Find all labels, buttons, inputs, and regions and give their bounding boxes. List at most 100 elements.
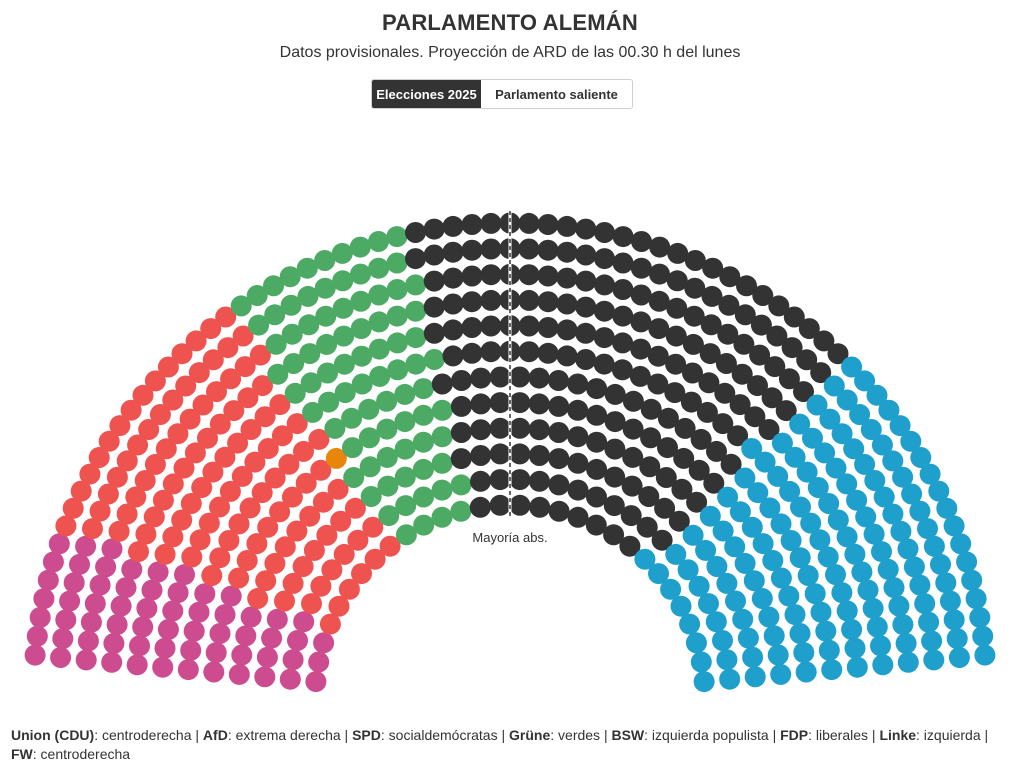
seat-union-cdu- [684, 250, 706, 271]
seat-afd [742, 646, 764, 668]
seat-union-cdu- [700, 314, 722, 336]
seat-union-cdu- [766, 325, 788, 347]
seat-linke [63, 572, 85, 594]
seat-afd [943, 609, 965, 631]
seat-union-cdu- [556, 215, 578, 237]
seat-union-cdu- [470, 445, 492, 466]
seat-spd [79, 463, 101, 485]
seat-afd [844, 637, 866, 659]
seat-spd [209, 496, 230, 518]
seat-union-cdu- [639, 456, 661, 478]
seat-linke [103, 632, 125, 654]
seat-union-cdu- [567, 399, 589, 421]
seat-union-cdu- [586, 378, 608, 400]
legend-item: SPD: socialdemócratas | [352, 727, 510, 743]
seat-union-cdu- [706, 440, 727, 462]
seat-union-cdu- [586, 431, 608, 453]
seat-spd [157, 356, 179, 378]
seat-afd [706, 556, 728, 577]
seat-linke [95, 556, 117, 578]
seat-afd [789, 413, 811, 435]
seat-afd [744, 666, 766, 688]
seat-union-cdu- [688, 459, 710, 481]
seat-afd [831, 423, 853, 445]
seat-gr-ne [412, 404, 434, 426]
seat-union-cdu- [690, 428, 712, 450]
seat-spd [228, 513, 250, 535]
seat-spd [247, 588, 269, 609]
seat-spd [143, 506, 165, 528]
seat-gr-ne [316, 333, 338, 355]
seat-union-cdu- [518, 289, 540, 311]
seat-gr-ne [350, 290, 372, 312]
seat-afd [734, 467, 756, 489]
seat-afd [771, 432, 793, 454]
seat-union-cdu- [664, 382, 686, 404]
seat-spd [246, 533, 268, 555]
seat-linke [287, 630, 308, 651]
seat-linke [101, 538, 123, 560]
seat-spd [328, 595, 350, 617]
seat-gr-ne [431, 479, 453, 501]
seat-afd [724, 536, 746, 558]
toggle-parlamento-saliente[interactable]: Parlamento saliente [481, 80, 632, 108]
seat-union-cdu- [585, 514, 607, 536]
seat-union-cdu- [575, 218, 597, 240]
toggle-elecciones-2025[interactable]: Elecciones 2025 [372, 80, 481, 108]
seat-spd [173, 457, 195, 479]
seat-afd [819, 408, 841, 430]
seat-afd [872, 654, 894, 676]
seat-union-cdu- [423, 296, 445, 318]
seat-linke [188, 601, 210, 623]
seat-afd [897, 538, 919, 560]
seat-afd [855, 506, 877, 528]
seat-union-cdu- [764, 356, 786, 378]
legend-item: Linke: izquierda | [879, 727, 989, 743]
seat-union-cdu- [649, 236, 671, 258]
seat-spd [154, 543, 176, 565]
seat-afd [767, 465, 789, 487]
seat-afd [860, 419, 882, 440]
seat-union-cdu- [528, 393, 550, 415]
seat-union-cdu- [686, 491, 708, 513]
seat-spd [223, 400, 245, 422]
seat-union-cdu- [405, 222, 426, 243]
seat-union-cdu- [518, 264, 540, 286]
seat-union-cdu- [509, 417, 531, 439]
seat-afd [873, 486, 895, 508]
seat-union-cdu- [647, 373, 669, 395]
seat-linke [282, 649, 304, 671]
seat-union-cdu- [461, 214, 483, 235]
seat-spd [188, 362, 210, 384]
seat-afd [827, 509, 849, 531]
seat-union-cdu- [537, 342, 559, 364]
seat-union-cdu- [509, 392, 531, 414]
seat-spd [227, 432, 249, 454]
seat-afd [793, 642, 815, 664]
seat-union-cdu- [629, 365, 651, 387]
seat-union-cdu- [442, 241, 464, 263]
seat-afd [810, 601, 832, 623]
seat-union-cdu- [548, 422, 570, 443]
party-legend: Union (CDU): centroderecha | AfD: extrem… [11, 726, 1001, 764]
seat-union-cdu- [489, 469, 511, 491]
seat-afd [809, 529, 831, 551]
seat-linke [177, 659, 199, 681]
seat-gr-ne [423, 349, 445, 370]
seat-afd [705, 611, 727, 633]
seat-afd [780, 530, 802, 551]
seat-ssw [325, 447, 347, 469]
seat-afd [779, 480, 801, 502]
seat-union-cdu- [548, 474, 570, 496]
seat-union-cdu- [611, 359, 633, 381]
seat-afd [849, 404, 871, 425]
seat-afd [679, 613, 701, 635]
seat-afd [725, 590, 746, 612]
seat-afd [909, 500, 931, 522]
view-toggle: Elecciones 2025 Parlamento saliente [371, 79, 633, 109]
seat-spd [254, 406, 276, 428]
seat-afd [950, 533, 972, 555]
seat-gr-ne [413, 514, 435, 536]
seat-gr-ne [395, 524, 417, 546]
legend-item: Grüne: verdes | [509, 727, 612, 743]
